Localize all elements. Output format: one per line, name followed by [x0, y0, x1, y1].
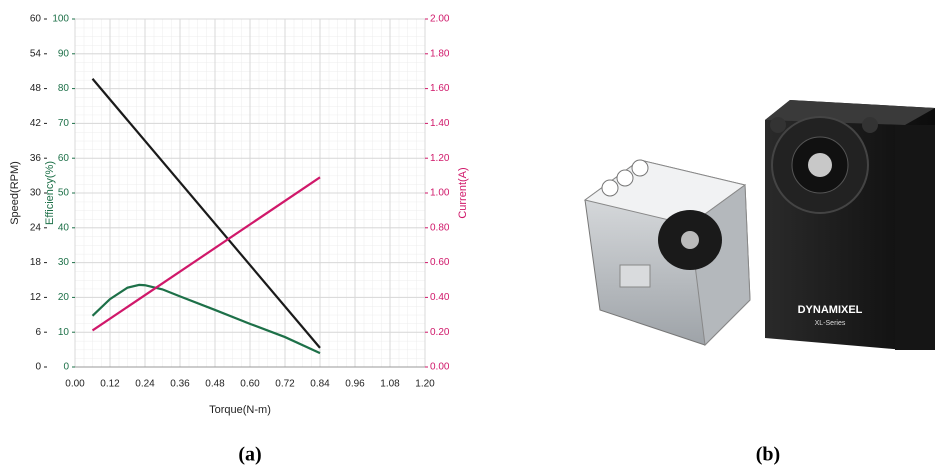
y-tick-label: 24 [30, 222, 42, 233]
x-tick-label: 0.60 [240, 379, 260, 390]
y3-tick-label: 30 [58, 257, 70, 268]
x-tick-label: 0.84 [310, 379, 330, 390]
y2-tick-label: 1.40 [430, 118, 450, 129]
y2-tick-label: 2.00 [430, 14, 450, 25]
y-tick-label: 36 [30, 153, 42, 164]
x-tick-label: 0.72 [275, 379, 295, 390]
y2-tick-label: 1.60 [430, 83, 450, 94]
caption: (b) [756, 444, 780, 466]
axis-title: Torque(N-m) [209, 404, 271, 416]
y2-tick-label: 0.00 [430, 362, 450, 373]
clear-servo [585, 160, 750, 345]
axis-title: Efficiency(%) [44, 161, 56, 225]
y2-tick-label: 1.20 [430, 153, 450, 164]
y2-tick-label: 0.40 [430, 292, 450, 303]
figure: 0.00 0.12 0.24 0.36 0.48 0.60 0.72 0.84 0.96 1.08… [0, 0, 939, 471]
y-tick-label: 48 [30, 83, 42, 94]
x-tick-label: 0.00 [65, 379, 85, 390]
y2-tick-label: 0.60 [430, 257, 450, 268]
y-tick-label: 0 [35, 362, 41, 373]
x-tick-label: 1.08 [380, 379, 400, 390]
y-tick-label: 30 [30, 188, 42, 199]
y2-tick-label: 0.80 [430, 222, 450, 233]
x-tick-label: 0.12 [100, 379, 120, 390]
y2-tick-label: 1.00 [430, 188, 450, 199]
axis-title: Speed(RPM) [9, 161, 21, 225]
axis-title: Current(A) [457, 167, 469, 218]
x-tick-label: 0.36 [170, 379, 190, 390]
y3-tick-label: 50 [58, 188, 70, 199]
brand-label: DYNAMIXEL [798, 304, 863, 316]
y-tick-label: 54 [30, 48, 42, 59]
y3-tick-label: 0 [63, 362, 69, 373]
y3-tick-label: 80 [58, 83, 70, 94]
y-tick-label: 18 [30, 257, 42, 268]
y3-tick-label: 40 [58, 222, 70, 233]
y3-tick-label: 100 [52, 14, 69, 25]
y-tick-label: 60 [30, 14, 42, 25]
x-tick-label: 1.20 [415, 379, 435, 390]
black-servo: DYNAMIXEL XL-Series [765, 100, 935, 350]
y3-tick-label: 10 [58, 327, 70, 338]
y3-tick-label: 60 [58, 153, 70, 164]
y-tick-label: 42 [30, 118, 42, 129]
servo-photo: DYNAMIXEL XL-Series [585, 100, 935, 350]
x-tick-label: 0.24 [135, 379, 155, 390]
series-label: XL-Series [815, 320, 846, 327]
y-tick-label: 6 [35, 327, 41, 338]
y2-tick-label: 0.20 [430, 327, 450, 338]
y-tick-label: 12 [30, 292, 42, 303]
y3-tick-label: 70 [58, 118, 70, 129]
y3-tick-label: 90 [58, 48, 70, 59]
caption: (a) [238, 444, 261, 466]
y2-tick-label: 1.80 [430, 48, 450, 59]
x-tick-label: 0.48 [205, 379, 225, 390]
x-tick-label: 0.96 [345, 379, 365, 390]
y3-tick-label: 20 [58, 292, 70, 303]
